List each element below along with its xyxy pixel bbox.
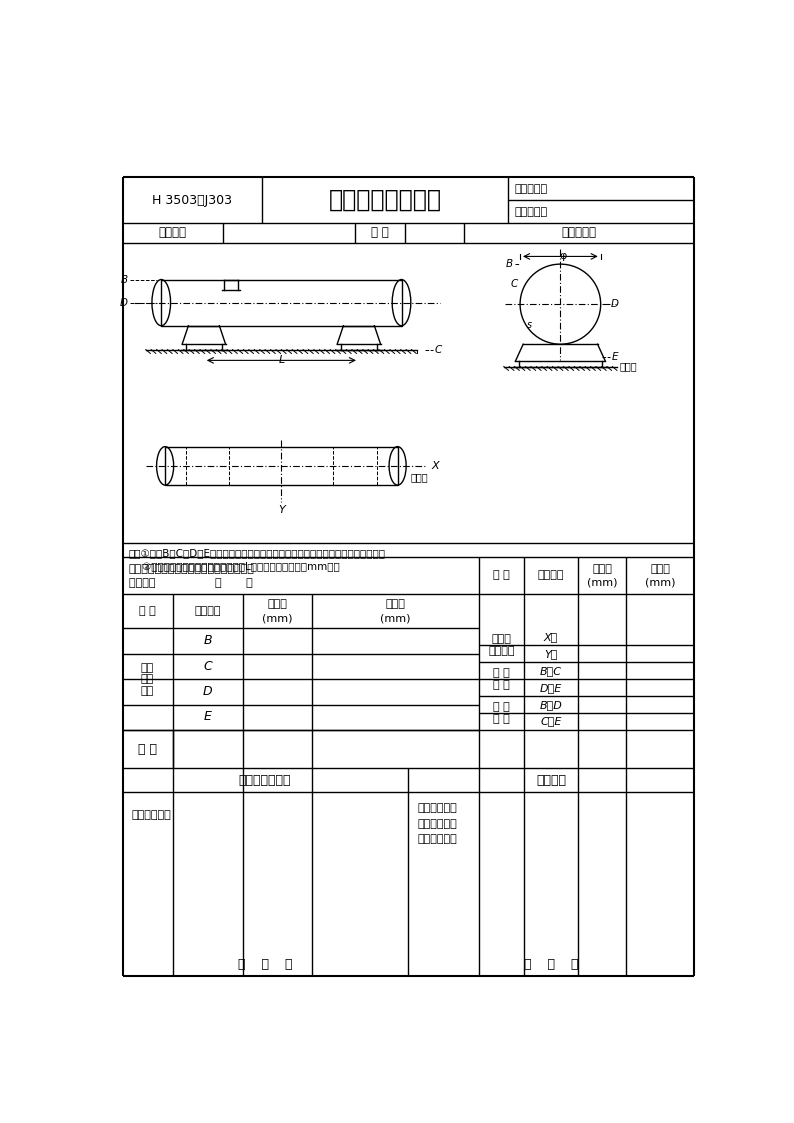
Text: 结 论: 结 论 [138,742,156,756]
Text: D: D [611,299,619,309]
Text: 测量部位: 测量部位 [195,605,221,615]
Text: 允许值: 允许值 [268,600,287,610]
Bar [165,447,398,485]
Text: 专业工程师：: 专业工程师： [132,810,172,820]
Text: 班（组）长：: 班（组）长： [418,834,457,844]
Text: E: E [611,353,618,363]
Text: 核验人：                 年       月: 核验人： 年 月 [129,578,252,588]
Text: Y轴: Y轴 [545,649,557,659]
Text: 滑动端鞍座滑动裕量、螺栓松动核验结果：: 滑动端鞍座滑动裕量、螺栓松动核验结果： [129,564,255,574]
Text: C: C [434,345,441,355]
Text: 质量检查员：: 质量检查员： [418,819,457,829]
Text: C: C [203,659,212,673]
Text: 建设／监理单位: 建设／监理单位 [239,774,291,786]
Text: 径 向
水 平: 径 向 水 平 [493,702,510,724]
Text: D: D [120,298,128,308]
Text: φ: φ [560,252,567,262]
Text: s: s [526,320,532,330]
Text: 基准线: 基准线 [619,362,637,372]
Text: E: E [204,711,212,723]
Bar [161,280,402,326]
Text: 轴 向
水 平: 轴 向 水 平 [493,668,510,690]
Text: D－E: D－E [540,683,562,693]
Text: B－C: B－C [540,666,562,676]
Text: C: C [511,280,518,289]
Text: 项 目: 项 目 [139,605,156,615]
Text: 中心线
位置偏差: 中心线 位置偏差 [488,634,515,656]
Text: 注：①图中B、C、D、E分别为设备筒体上基准中心点到基础标高基准线的相对标高值。: 注：①图中B、C、D、E分别为设备筒体上基准中心点到基础标高基准线的相对标高值。 [129,548,386,558]
Text: ②轴向水平偏差应应向排液口方向。L为两测点间的距离（mm）。: ②轴向水平偏差应应向排液口方向。L为两测点间的距离（mm）。 [129,562,340,570]
Text: 位 号: 位 号 [371,226,389,239]
Text: 年    月    日: 年 月 日 [524,958,578,971]
Text: B: B [203,634,212,647]
Text: 实测值: 实测值 [650,564,670,574]
Text: (mm): (mm) [587,578,618,588]
Text: 年    月    日: 年 月 日 [238,958,292,971]
Text: 设备名称: 设备名称 [159,226,187,239]
Text: X: X [431,460,438,471]
Text: 卧式设备安装记录: 卧式设备安装记录 [329,189,441,212]
Text: B－D: B－D [540,700,562,710]
Text: 允许值: 允许值 [592,564,612,574]
Text: 安装
标高
偏差: 安装 标高 偏差 [141,663,154,696]
Text: C－E: C－E [541,716,562,727]
Text: 项 目: 项 目 [493,570,510,581]
Text: 施工单位: 施工单位 [536,774,566,786]
Text: 测量部位: 测量部位 [538,570,565,581]
Text: L: L [278,355,284,365]
Text: 单元名称：: 单元名称： [515,207,548,217]
Text: 技术负责人：: 技术负责人： [418,804,457,813]
Text: 固定端: 固定端 [410,473,428,483]
Text: D: D [203,685,213,699]
Text: X轴: X轴 [544,632,558,642]
Text: Y: Y [278,504,285,514]
Text: B: B [506,259,513,270]
Text: (mm): (mm) [380,613,410,623]
Text: (mm): (mm) [262,613,293,623]
Text: 型号及规格: 型号及规格 [561,226,596,239]
Text: 实测值: 实测值 [385,600,405,610]
Text: B: B [121,274,128,284]
Text: 工程名称：: 工程名称： [515,184,548,193]
Text: (mm): (mm) [645,578,676,588]
Text: H 3503－J303: H 3503－J303 [152,193,233,207]
